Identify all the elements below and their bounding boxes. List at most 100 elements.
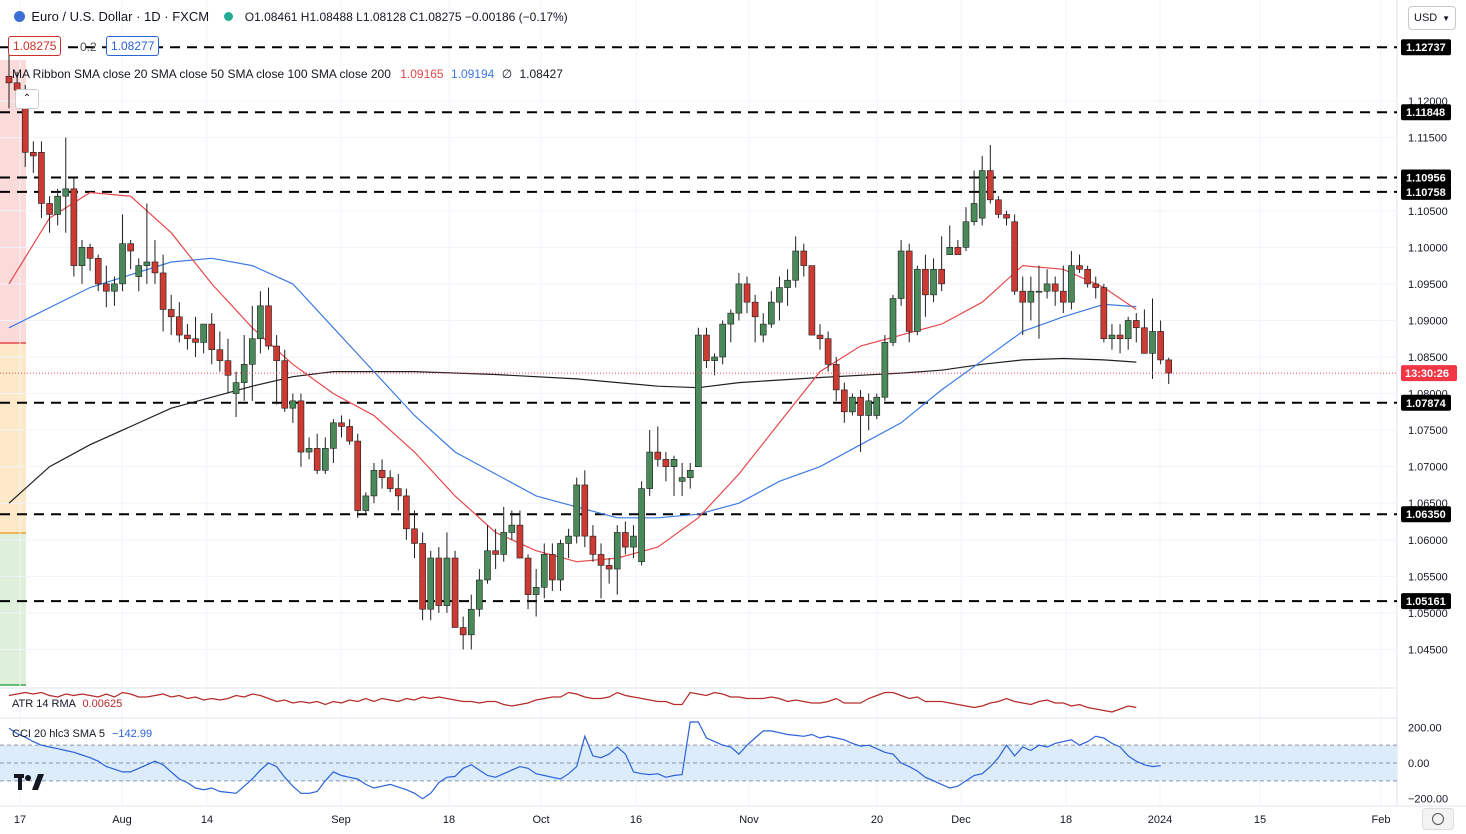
atr-value: 0.00625 bbox=[82, 698, 123, 710]
candle-body bbox=[589, 535, 597, 555]
candle-body bbox=[1003, 214, 1010, 219]
time-tick-label: 18 bbox=[443, 814, 455, 826]
candle-body bbox=[1092, 283, 1100, 288]
candle-body bbox=[119, 243, 126, 285]
candle-body bbox=[784, 279, 791, 288]
candle-body bbox=[841, 389, 848, 413]
atr-legend[interactable]: ATR 14 RMA 0.00625 bbox=[12, 698, 122, 710]
left-band-green bbox=[0, 533, 26, 685]
price-tick-label: 1.09500 bbox=[1408, 279, 1448, 291]
candle-body bbox=[313, 448, 321, 471]
candle-body bbox=[557, 543, 564, 581]
atr-line bbox=[8, 691, 1137, 713]
candle-body bbox=[1019, 290, 1027, 303]
time-tick-label: Aug bbox=[112, 814, 132, 826]
candle-body bbox=[1027, 290, 1035, 303]
candle-body bbox=[362, 495, 370, 511]
candle-body bbox=[451, 557, 459, 628]
candle-body bbox=[289, 400, 297, 409]
time-tick-label: Oct bbox=[532, 814, 549, 826]
ohlc-values: O1.08461 H1.08488 L1.08128 C1.08275 −0.0… bbox=[244, 10, 568, 24]
candle-body bbox=[622, 532, 629, 548]
candle-body bbox=[1076, 265, 1083, 270]
time-tick-label: 18 bbox=[1060, 814, 1072, 826]
ma-ribbon-legend[interactable]: MA Ribbon SMA close 20 SMA close 50 SMA … bbox=[12, 67, 563, 81]
level-tag-label: 1.06350 bbox=[1406, 509, 1446, 521]
candle-body bbox=[151, 261, 159, 274]
candle-body bbox=[549, 554, 556, 581]
candle-body bbox=[54, 195, 61, 215]
candle-body bbox=[5, 75, 13, 84]
candle-body bbox=[78, 247, 86, 266]
candle-body bbox=[1165, 359, 1173, 374]
level-tag-label: 1.07874 bbox=[1406, 398, 1447, 410]
candle-body bbox=[1141, 327, 1148, 354]
candle-body bbox=[240, 364, 248, 383]
candle-body bbox=[719, 323, 726, 358]
sma200-line bbox=[8, 357, 1137, 504]
candle-body bbox=[751, 301, 759, 318]
level-tag-label: 1.12737 bbox=[1406, 42, 1446, 54]
cci-band bbox=[0, 745, 1397, 781]
candle-body bbox=[703, 334, 710, 361]
level-tag-label: 1.11848 bbox=[1406, 107, 1445, 119]
candle-body bbox=[1035, 290, 1043, 293]
candle-body bbox=[954, 247, 962, 255]
candle-body bbox=[224, 360, 232, 376]
level-tag bbox=[1401, 104, 1451, 121]
candle-body bbox=[273, 345, 280, 361]
candle-body bbox=[111, 283, 118, 292]
candle-body bbox=[508, 524, 516, 533]
candle-body bbox=[403, 495, 410, 530]
candle-body bbox=[881, 342, 889, 398]
candle-body bbox=[654, 451, 662, 460]
cci-label: CCI 20 hlc3 SMA 5 bbox=[12, 728, 105, 740]
price-tick-label: 1.05000 bbox=[1408, 608, 1448, 620]
candle-body bbox=[1068, 265, 1075, 303]
candle-body bbox=[824, 338, 832, 365]
last-price-tag bbox=[1401, 365, 1457, 382]
cci-legend[interactable]: CCI 20 hlc3 SMA 5 −142.99 bbox=[12, 728, 152, 740]
candle-body bbox=[532, 586, 540, 595]
candle-body bbox=[467, 608, 475, 636]
ask-price-box[interactable]: 1.08277 bbox=[106, 36, 160, 56]
ma-ribbon-label: MA Ribbon SMA close 20 SMA close 50 SMA … bbox=[12, 67, 391, 81]
market-status-icon bbox=[224, 12, 234, 21]
price-tick-label: 1.06000 bbox=[1408, 535, 1448, 547]
candle-body bbox=[86, 247, 94, 259]
candle-body bbox=[573, 484, 581, 537]
ma-value-1: 1.09165 bbox=[400, 67, 444, 81]
candle-body bbox=[484, 550, 491, 581]
left-band-orange bbox=[0, 343, 26, 533]
candle-body bbox=[70, 188, 78, 266]
ma-value-4: 1.08427 bbox=[519, 67, 563, 81]
candle-body bbox=[670, 459, 678, 467]
candle-body bbox=[427, 557, 435, 610]
symbol-title: Euro / U.S. Dollar · 1D · FXCM bbox=[31, 9, 210, 24]
candle-body bbox=[216, 349, 224, 361]
bid-price-box[interactable]: 1.08275 bbox=[8, 36, 62, 56]
candle-body bbox=[159, 272, 167, 310]
cci-tick-label: 200.00 bbox=[1408, 722, 1442, 734]
chevron-up-icon: ⌃ bbox=[22, 93, 32, 104]
collapse-legend-button[interactable]: ⌃ bbox=[15, 89, 39, 109]
time-tick-label: 16 bbox=[630, 814, 642, 826]
candle-body bbox=[524, 557, 532, 595]
candle-body bbox=[905, 250, 913, 332]
time-tick-label: 17 bbox=[14, 814, 26, 826]
candle-body bbox=[630, 535, 637, 548]
currency-select[interactable]: USD ▼ bbox=[1408, 6, 1456, 30]
candle-body bbox=[613, 532, 621, 570]
globe-icon bbox=[14, 11, 25, 22]
candle-body bbox=[305, 448, 313, 453]
candle-body bbox=[330, 422, 337, 449]
candle-body bbox=[419, 543, 426, 610]
level-tag bbox=[1401, 169, 1451, 186]
time-zone-button[interactable] bbox=[1422, 808, 1454, 830]
candle-body bbox=[265, 305, 272, 347]
candle-body bbox=[776, 287, 783, 303]
candle-body bbox=[849, 396, 856, 413]
candle-body bbox=[605, 565, 613, 570]
candle-body bbox=[711, 356, 718, 361]
